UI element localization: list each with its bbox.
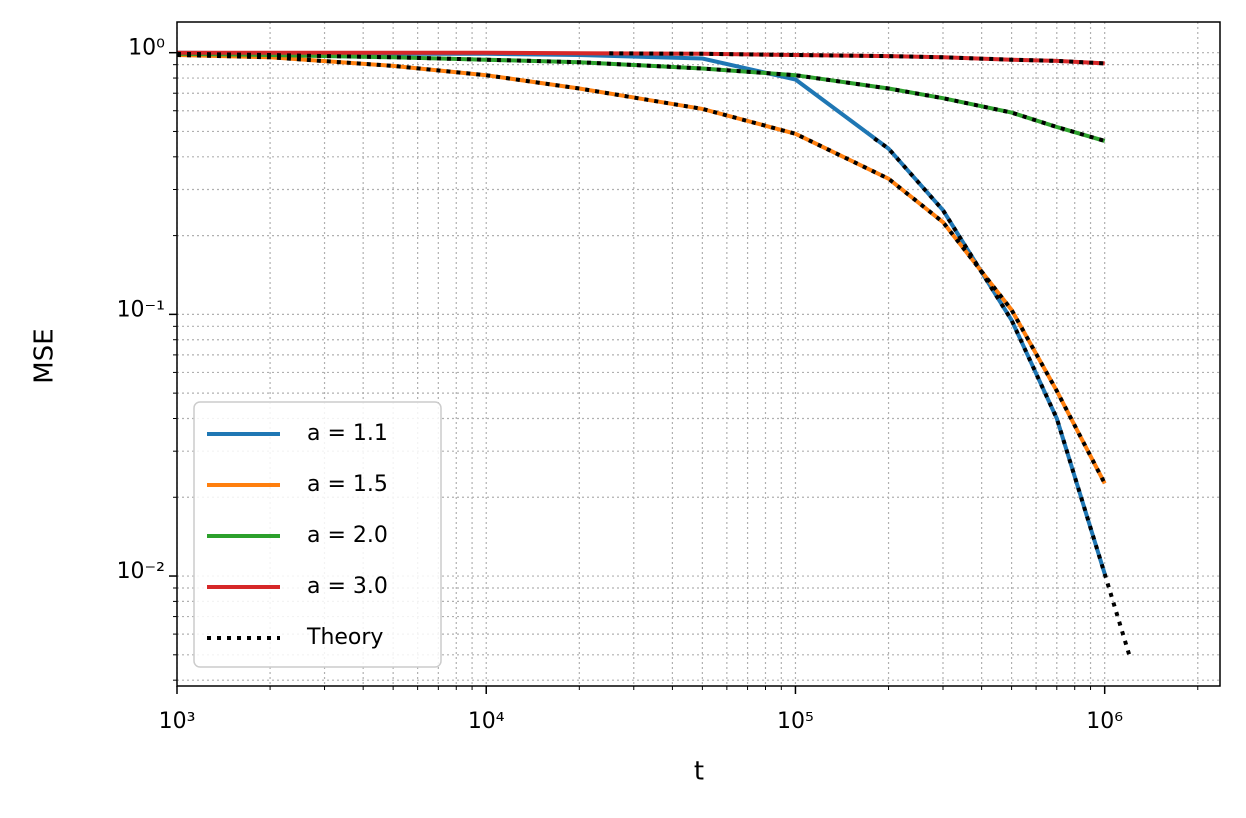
legend-label: Theory (306, 625, 383, 650)
x-tick-label: 10³ (159, 709, 196, 734)
x-tick-label: 10⁴ (468, 709, 505, 734)
y-tick-label: 10⁻¹ (117, 297, 165, 322)
x-axis-label: t (694, 757, 704, 787)
legend-label: a = 1.5 (307, 472, 388, 497)
theory-line (609, 51, 1105, 66)
x-tick-label: 10⁶ (1086, 709, 1123, 734)
plot-frame (176, 21, 1221, 687)
legend-label: a = 3.0 (307, 574, 388, 599)
y-tick-label: 10⁻² (117, 559, 165, 584)
y-tick-label: 10⁰ (128, 36, 165, 61)
legend-box (193, 401, 442, 668)
legend-label: a = 1.1 (307, 421, 388, 446)
legend-label: a = 2.0 (307, 523, 388, 548)
theory-line (177, 51, 1106, 143)
x-tick-label: 10⁵ (777, 709, 814, 734)
series-line (177, 53, 1107, 485)
series-line (177, 50, 1105, 66)
y-axis-label: MSE (30, 328, 60, 383)
